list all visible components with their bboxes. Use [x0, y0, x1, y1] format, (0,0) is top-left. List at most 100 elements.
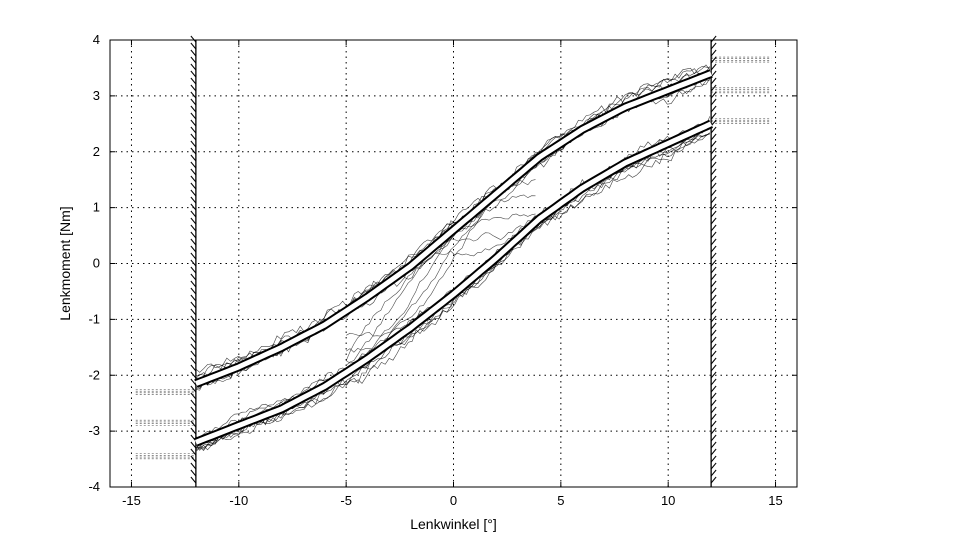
end-stop-hatch [710, 63, 717, 71]
x-tick-label: 0 [450, 493, 457, 508]
end-stop-hatch [710, 210, 717, 218]
end-stop-hatch [190, 448, 197, 456]
end-stop-hatch [710, 371, 717, 379]
measurement-trace [195, 68, 710, 380]
end-stop-hatch [710, 441, 717, 449]
end-stop-hatch [190, 182, 197, 190]
end-stop-hatch [190, 196, 197, 204]
end-stop-hatch [190, 420, 197, 428]
end-stop-hatch [710, 364, 717, 372]
series-group [194, 69, 714, 447]
end-stop-hatch [710, 294, 717, 302]
end-stop-hatch [190, 322, 197, 330]
end-stop-hatch [710, 329, 717, 337]
measurement-trace [195, 123, 711, 441]
measurement-trace [195, 66, 710, 377]
x-tick-label: -5 [340, 493, 352, 508]
end-stop-hatch [710, 196, 717, 204]
end-stop-hatch [710, 273, 717, 281]
end-stop-hatch [710, 462, 717, 470]
end-stop-hatch [710, 469, 717, 477]
end-stop-hatch [190, 469, 197, 477]
end-stop-hatch [710, 399, 717, 407]
end-stop-hatch [190, 105, 197, 113]
end-stop-hatch [190, 42, 197, 50]
end-stop-hatch [710, 448, 717, 456]
end-stop-hatch [190, 329, 197, 337]
grid [110, 39, 797, 488]
end-stop-hatch [710, 350, 717, 358]
end-stops [190, 35, 717, 487]
end-stop-hatch [190, 161, 197, 169]
y-tick-label: -1 [88, 311, 100, 326]
end-stop-hatch [190, 91, 197, 99]
end-stop-hatch [190, 112, 197, 120]
end-stop-hatch [190, 133, 197, 141]
end-stop-hatch [190, 168, 197, 176]
end-stop-hatch [190, 35, 197, 43]
end-stop-hatch [190, 217, 197, 225]
end-stop-hatch [710, 420, 717, 428]
end-stop-hatch [710, 217, 717, 225]
y-tick-label: -3 [88, 423, 100, 438]
x-tick-label: -10 [229, 493, 248, 508]
end-stop-hatch [710, 476, 717, 484]
series-line-0 [194, 71, 713, 386]
end-stop-hatch [190, 252, 197, 260]
end-stop-hatch [190, 343, 197, 351]
end-stop-hatch [190, 231, 197, 239]
end-stop-hatch [190, 315, 197, 323]
end-stop-hatch [710, 378, 717, 386]
end-stop-hatch [710, 98, 717, 106]
y-tick-label: 1 [93, 200, 100, 215]
end-stop-hatch [710, 238, 717, 246]
end-stop-hatch [190, 371, 197, 379]
end-stop-hatch [190, 259, 197, 267]
end-stop-hatch [710, 392, 717, 400]
end-stop-hatch [710, 49, 717, 57]
end-stop-hatch [190, 210, 197, 218]
measurement-trace [195, 122, 711, 450]
end-stop-hatch [710, 35, 717, 43]
end-stop-hatch [190, 245, 197, 253]
x-tick-label: 10 [661, 493, 675, 508]
end-stop-hatch [710, 301, 717, 309]
end-stop-hatch [190, 413, 197, 421]
end-stop-hatch [710, 189, 717, 197]
measurement-trace [195, 64, 711, 373]
end-stop-hatch [710, 147, 717, 155]
end-stop-hatch [190, 399, 197, 407]
end-stop-hatch [190, 189, 197, 197]
end-stop-hatch [190, 294, 197, 302]
measurement-trace [195, 132, 710, 451]
end-stop-hatch [710, 336, 717, 344]
end-stop-hatch [710, 154, 717, 162]
end-stop-hatch [710, 266, 717, 274]
end-stop-hatch [710, 245, 717, 253]
end-stop-hatch [190, 364, 197, 372]
end-stop-hatch [190, 462, 197, 470]
end-stop-hatch [710, 259, 717, 267]
end-stop-hatch [710, 252, 717, 260]
end-stop-hatch [190, 476, 197, 484]
end-stop-hatch [190, 301, 197, 309]
end-stop-hatch [710, 287, 717, 295]
end-stop-hatch [710, 231, 717, 239]
end-stop-hatch [710, 133, 717, 141]
end-stop-hatch [190, 273, 197, 281]
end-stop-hatch [710, 434, 717, 442]
transition-trace [345, 214, 536, 361]
end-stop-hatch [710, 84, 717, 92]
end-stop-hatch [190, 385, 197, 393]
end-stop-hatch [710, 77, 717, 85]
end-stop-hatch [710, 161, 717, 169]
end-stop-hatch [710, 126, 717, 134]
transition-trace [346, 194, 536, 353]
x-tick-label: 15 [768, 493, 782, 508]
y-tick-label: -2 [88, 367, 100, 382]
end-stop-hatch [190, 224, 197, 232]
end-stop-hatch [190, 175, 197, 183]
end-stop-hatch [710, 182, 717, 190]
end-stop-hatch [190, 126, 197, 134]
end-stop-hatch [190, 154, 197, 162]
